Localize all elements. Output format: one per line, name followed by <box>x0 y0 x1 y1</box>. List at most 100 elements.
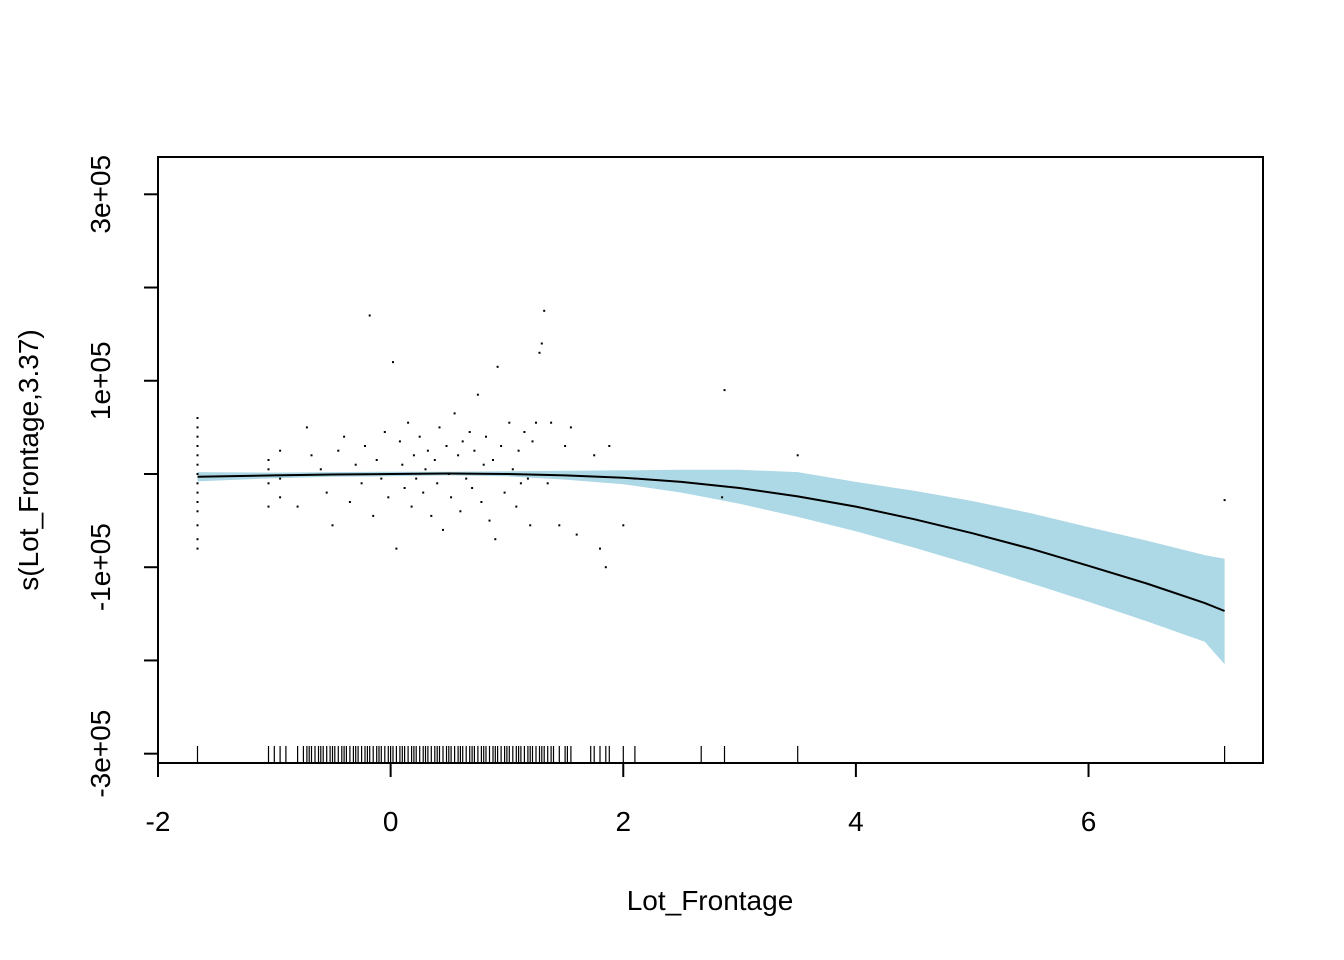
residual-point <box>267 468 270 471</box>
residual-point <box>459 510 462 513</box>
residual-point <box>196 510 199 513</box>
residual-point <box>564 445 567 447</box>
residual-point <box>492 459 494 461</box>
smooth-line-layer <box>197 472 1225 612</box>
rug-layer <box>196 746 1226 762</box>
residual-point <box>196 501 199 503</box>
residual-point <box>196 538 199 541</box>
residual-point <box>360 482 363 485</box>
residual-point <box>422 491 425 494</box>
residual-point <box>599 547 601 550</box>
residual-point <box>500 445 503 447</box>
residual-point <box>519 482 522 485</box>
residual-point <box>569 426 572 429</box>
residual-point <box>310 454 313 457</box>
residual-point <box>196 454 199 457</box>
residual-point <box>622 524 625 527</box>
residual-point <box>196 524 199 527</box>
residual-point <box>442 528 444 531</box>
residual-point <box>608 445 611 447</box>
residual-point <box>267 505 270 508</box>
residual-point <box>496 365 499 368</box>
residual-point <box>1223 499 1226 502</box>
residual-point <box>354 463 357 466</box>
residual-point <box>348 501 351 503</box>
residual-point <box>196 547 199 550</box>
residual-point <box>410 505 413 508</box>
residual-point <box>196 417 199 419</box>
residual-point <box>535 421 537 424</box>
y-tick-label: -1e+05 <box>85 523 116 611</box>
residual-point <box>482 463 485 466</box>
residual-point <box>279 496 282 499</box>
residual-point <box>476 393 479 396</box>
x-tick-label: 0 <box>383 806 399 837</box>
residual-point <box>375 459 378 461</box>
residual-point <box>436 482 439 485</box>
y-tick-label: 3e+05 <box>85 155 116 234</box>
x-axis: -2 0 2 4 6 <box>146 762 1096 837</box>
residual-point <box>550 421 553 424</box>
residual-point <box>503 491 506 494</box>
residual-point <box>418 435 421 438</box>
residual-point <box>485 435 487 438</box>
residual-point <box>407 421 410 424</box>
residual-point <box>540 342 543 345</box>
residual-point <box>343 435 346 438</box>
residual-point <box>380 477 383 480</box>
residual-point <box>196 482 199 485</box>
residual-point <box>267 459 270 461</box>
residual-point <box>319 468 322 471</box>
residual-point <box>450 496 453 499</box>
residual-point <box>461 440 464 443</box>
residual-point <box>424 468 427 471</box>
residual-point <box>721 496 724 499</box>
x-tick-label: -2 <box>146 806 171 837</box>
residual-point <box>465 477 468 480</box>
residual-point <box>473 449 476 452</box>
residual-point <box>387 496 390 499</box>
residual-point <box>196 473 199 475</box>
residual-point <box>403 487 406 489</box>
residual-point <box>523 431 526 433</box>
residual-point <box>368 314 371 317</box>
residual-point <box>279 449 282 452</box>
residual-point <box>196 463 199 466</box>
residual-point <box>531 440 534 443</box>
residual-point <box>723 389 726 392</box>
residual-point <box>468 431 471 433</box>
residual-point <box>196 426 199 429</box>
confidence-band <box>197 469 1225 665</box>
plot-frame <box>157 156 1264 764</box>
residual-point <box>543 309 546 312</box>
y-axis-label: s(Lot_Frontage,3.37) <box>13 329 44 591</box>
residual-point <box>392 361 394 364</box>
residual-point <box>538 351 541 354</box>
residual-point <box>488 519 491 522</box>
residual-point <box>480 501 483 503</box>
residual-point <box>398 440 401 443</box>
residual-point <box>457 454 460 457</box>
y-tick-label: 1e+05 <box>85 341 116 420</box>
residual-point <box>453 412 456 415</box>
residual-point <box>546 482 549 485</box>
residual-point <box>415 477 418 480</box>
residual-point <box>604 566 607 569</box>
residual-point <box>438 426 441 429</box>
residual-point <box>296 505 299 508</box>
residual-point <box>196 435 199 438</box>
residual-point <box>325 491 328 494</box>
residual-point <box>337 449 340 452</box>
residual-point <box>430 514 433 517</box>
residual-point <box>575 533 578 536</box>
residual-point <box>412 454 415 457</box>
residual-point <box>558 524 561 527</box>
residual-point <box>383 431 386 433</box>
residual-point <box>372 514 375 517</box>
residual-point <box>796 454 799 457</box>
residual-point <box>196 491 199 494</box>
residual-point <box>305 426 308 429</box>
residual-point <box>593 454 596 457</box>
residual-point <box>364 445 366 447</box>
